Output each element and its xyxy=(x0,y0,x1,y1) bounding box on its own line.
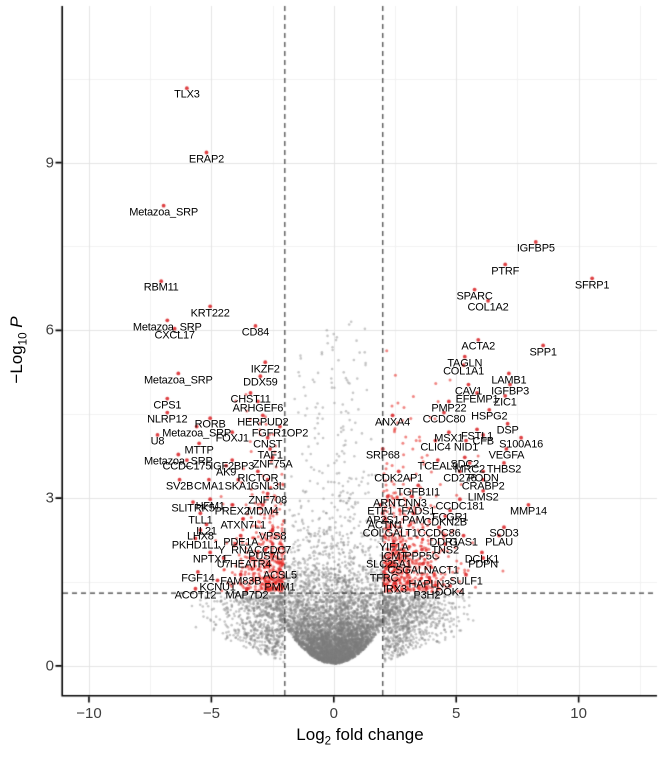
x-axis-title: Log2 fold change xyxy=(296,726,423,748)
y-title-subscript: 10 xyxy=(17,332,30,346)
x-title-rest: fold change xyxy=(331,725,424,744)
x-title-base: Log xyxy=(296,725,325,744)
y-axis-title: −Log10 P xyxy=(7,316,30,384)
x-title-subscript: 2 xyxy=(324,735,332,748)
y-title-base: −Log xyxy=(7,345,27,384)
y-title-italic-p: P xyxy=(7,316,27,328)
